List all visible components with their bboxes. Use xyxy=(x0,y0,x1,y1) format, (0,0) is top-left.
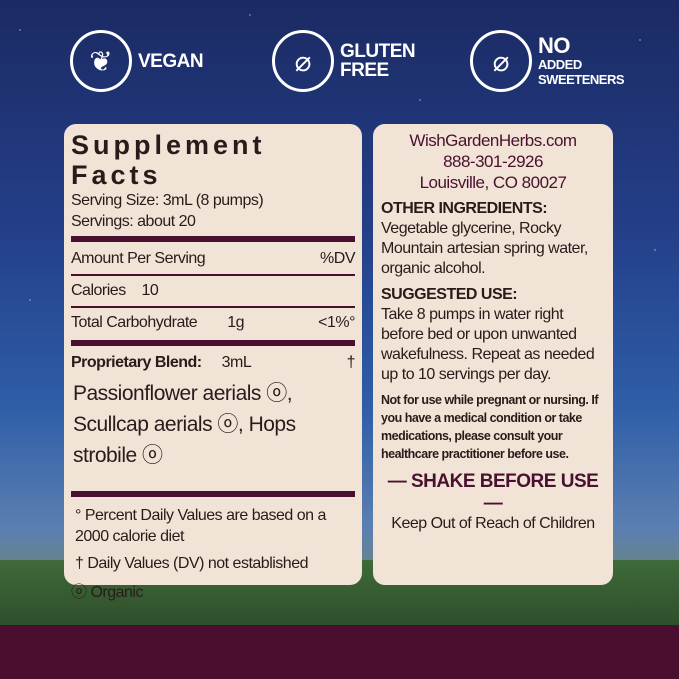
leaf-icon: ❦ xyxy=(70,30,132,92)
footnote-organic: ⓞ Organic xyxy=(71,584,143,601)
suggested-use-title: SUGGESTED USE: xyxy=(381,286,518,303)
footnote-dv-not-established: † Daily Values (DV) not established xyxy=(75,555,309,572)
servings: Servings: about 20 xyxy=(71,213,196,230)
carbohydrate-row: Total Carbohydrate 1g <1%° xyxy=(71,314,355,331)
serving-size: Serving Size: 3mL (8 pumps) xyxy=(71,192,264,209)
address: Louisville, CO 80027 xyxy=(419,173,567,192)
divider xyxy=(71,306,355,308)
suggested-use-text: Take 8 pumps in water right before bed o… xyxy=(381,306,595,383)
phone: 888-301-2926 xyxy=(443,152,543,171)
crossed-sugar-cube-icon: ⌀ xyxy=(470,30,532,92)
facts-title: Supplement Facts xyxy=(71,130,266,190)
website: WishGardenHerbs.com xyxy=(409,131,577,150)
blend-row: Proprietary Blend: 3mL † xyxy=(71,354,356,371)
crossed-wheat-icon: ⌀ xyxy=(272,30,334,92)
supplement-facts-panel: Supplement Facts Serving Size: 3mL (8 pu… xyxy=(64,124,362,601)
warning-text: Not for use while pregnant or nursing. I… xyxy=(381,393,599,461)
other-ingredients-title: OTHER INGREDIENTS: xyxy=(381,200,548,217)
divider xyxy=(71,236,355,242)
vegan-badge: ❦ VEGAN xyxy=(70,30,204,92)
divider xyxy=(71,274,355,276)
herb-list: Passionflower aerials ⓞ, Scullcap aerial… xyxy=(73,382,296,467)
amount-header-row: Amount Per Serving %DV xyxy=(71,250,355,267)
info-panel: WishGardenHerbs.com 888-301-2926 Louisvi… xyxy=(373,124,613,585)
calories-row: Calories 10 xyxy=(71,282,159,299)
divider xyxy=(71,340,355,346)
divider xyxy=(71,491,355,497)
no-added-sweeteners-badge: ⌀ NO ADDED SWEETENERS xyxy=(470,30,625,92)
bottom-band xyxy=(0,625,679,679)
gluten-free-badge: ⌀ GLUTEN FREE xyxy=(272,30,416,92)
other-ingredients-text: Vegetable glycerine, Rocky Mountain arte… xyxy=(381,220,588,277)
keep-out-of-reach: Keep Out of Reach of Children xyxy=(391,515,595,532)
shake-notice: — SHAKE BEFORE USE — xyxy=(387,471,599,514)
footnote-daily-values: ° Percent Daily Values are based on a 20… xyxy=(75,507,326,545)
